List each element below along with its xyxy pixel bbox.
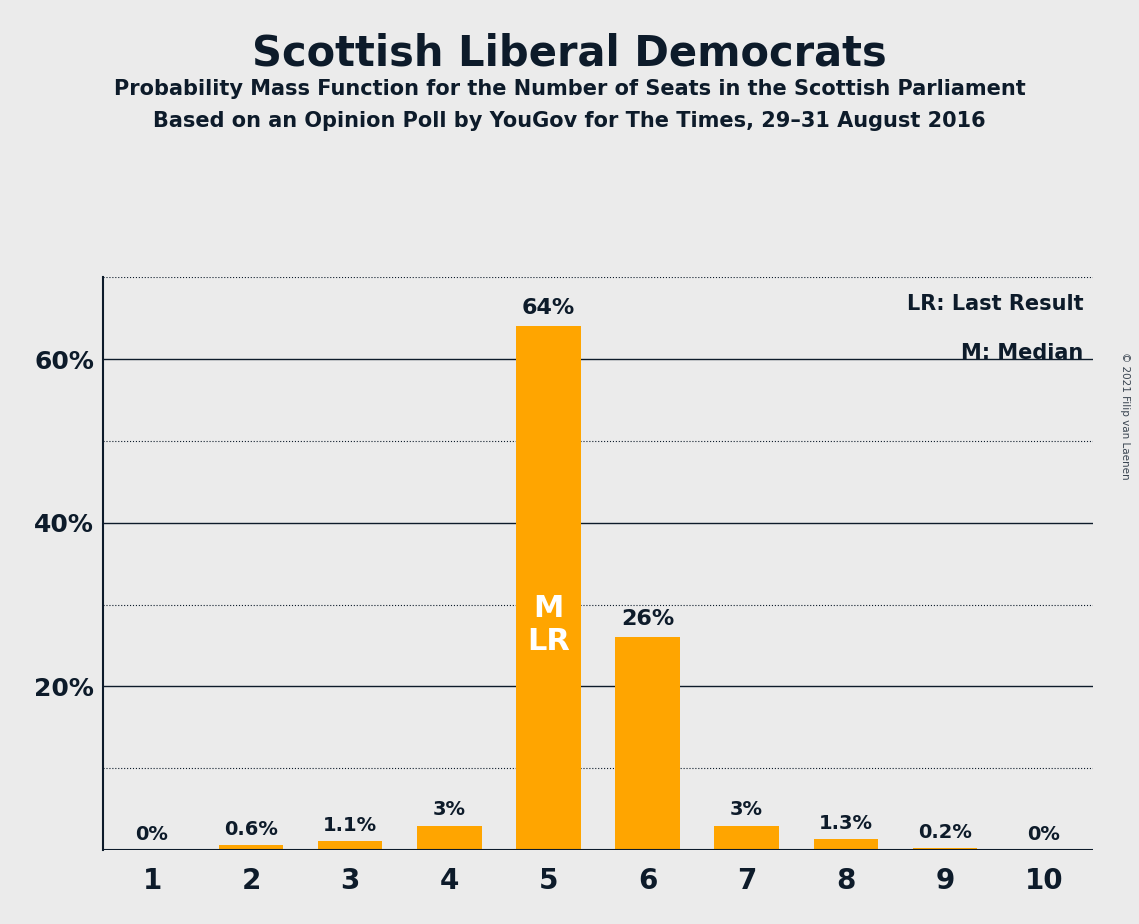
Text: M: Median: M: Median [961, 343, 1083, 363]
Bar [516, 326, 581, 850]
Text: M
LR: M LR [527, 593, 570, 656]
Bar [318, 841, 383, 850]
Text: 26%: 26% [621, 609, 674, 629]
Bar [714, 825, 779, 850]
Text: 3%: 3% [730, 800, 763, 819]
Text: 1.1%: 1.1% [323, 816, 377, 834]
Bar [813, 839, 878, 850]
Text: Scottish Liberal Democrats: Scottish Liberal Democrats [252, 32, 887, 74]
Text: 1.3%: 1.3% [819, 814, 872, 833]
Text: 0.6%: 0.6% [224, 820, 278, 839]
Text: 0.2%: 0.2% [918, 823, 972, 842]
Bar [417, 825, 482, 850]
Text: 0%: 0% [136, 824, 169, 844]
Text: 64%: 64% [522, 298, 575, 318]
Text: Probability Mass Function for the Number of Seats in the Scottish Parliament: Probability Mass Function for the Number… [114, 79, 1025, 99]
Text: 3%: 3% [433, 800, 466, 819]
Text: Based on an Opinion Poll by YouGov for The Times, 29–31 August 2016: Based on an Opinion Poll by YouGov for T… [153, 111, 986, 131]
Bar [219, 845, 284, 850]
Bar [615, 638, 680, 850]
Bar [912, 848, 977, 850]
Text: © 2021 Filip van Laenen: © 2021 Filip van Laenen [1121, 352, 1130, 480]
Text: 0%: 0% [1027, 824, 1060, 844]
Text: LR: Last Result: LR: Last Result [907, 294, 1083, 313]
